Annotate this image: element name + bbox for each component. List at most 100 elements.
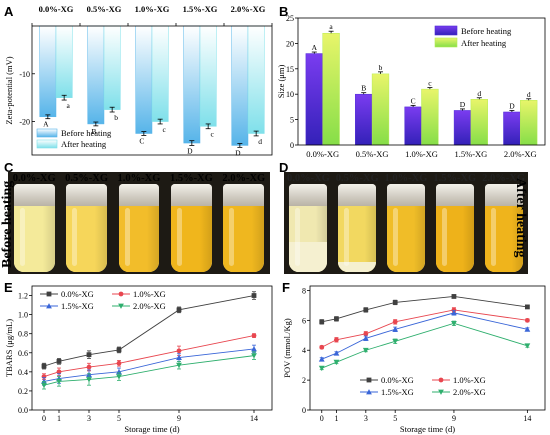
category-label-b-2: 1.0%-XG [405, 149, 438, 159]
tube-glare [72, 208, 78, 266]
sig-letter-b: b [379, 63, 383, 72]
tube-cap [13, 184, 55, 206]
tube-glare [176, 208, 182, 266]
bar-b-after-3 [470, 99, 488, 146]
series-line-f-0 [321, 296, 528, 323]
xtick-label-f: 5 [393, 414, 397, 423]
legend-swatch-b-0 [434, 25, 458, 36]
tube-emulsion [386, 206, 426, 272]
ytick-label-b: 0 [290, 141, 294, 150]
plot-frame-e [31, 285, 273, 411]
series-line-f-1 [321, 309, 528, 348]
tube-glare [19, 208, 25, 266]
point-f-0-0 [319, 319, 325, 325]
bar-b-after-4 [520, 100, 538, 146]
chart-a: Aa 0.0%-XG Bb 0.5%-XG Cc 1.0%-XG Dc 1.5%-XG Dd 2.… [4, 4, 273, 157]
ytick-label-e: 0.2 [18, 387, 28, 396]
tube-emulsion [13, 206, 55, 272]
chart-b: Aa 0.0%-XG Bb 0.5%-XG Cc 1.0%-XG Dd 1.5%-XG Dd 2.… [276, 14, 546, 159]
sig-letter-b: d [527, 90, 531, 99]
point-e-1-5 [251, 333, 257, 338]
point-e-0-3 [116, 347, 122, 353]
ytick-label-e: 0.8 [18, 330, 28, 339]
point-f-2-0 [318, 356, 325, 362]
point-f-2-4 [451, 309, 457, 316]
xtick-label-e: 3 [87, 414, 91, 423]
point-e-0-1 [56, 358, 62, 364]
xtick-label-f: 14 [523, 414, 531, 423]
point-e-3-1 [56, 378, 62, 385]
point-e-3-5 [251, 353, 257, 359]
ytick-label-f: 0 [302, 406, 306, 415]
legend-label-f-3: 2.0%-XG [453, 387, 486, 397]
tube-label-3: 1.5%-XG [433, 173, 477, 184]
bar-a-before-1 [87, 25, 105, 125]
point-f-2-3 [392, 326, 399, 332]
point-f-2-5 [524, 326, 531, 332]
point-f-0-2 [363, 307, 369, 313]
bar-b-before-0 [305, 53, 323, 146]
photo-after-heating: 0.0%-XG 0.5%-XG 1.0%-XG 1.5%-XG 2.0%-XG [284, 172, 528, 274]
photo-before-heating: 0.0%-XG 0.5%-XG 1.0%-XG 1.5%-XG 2.0%-XG [8, 172, 270, 274]
legend-label-f-2: 1.5%-XG [381, 387, 414, 397]
point-e-0-4 [176, 307, 182, 313]
panel-letter-d: D [279, 160, 289, 175]
tube-glare [124, 208, 130, 266]
bar-a-before-2 [135, 25, 153, 134]
bar-b-before-4 [503, 111, 521, 146]
ytick-label-e: 0.4 [18, 368, 28, 377]
ytick-label-a: -20 [19, 118, 30, 127]
tube-0 [289, 184, 328, 272]
bar-a-before-4 [231, 25, 249, 146]
legend-marker-e-2 [46, 303, 52, 309]
bar-a-before-0 [39, 25, 57, 118]
sig-letter-b: a [329, 22, 333, 31]
point-f-0-5 [524, 304, 530, 310]
series-line-f-2 [321, 312, 528, 360]
tube-label-3: 1.5%-XG [169, 173, 213, 184]
tube-cap [118, 184, 160, 206]
tube-label-1: 0.5%-XG [335, 173, 379, 184]
bar-b-after-2 [421, 88, 439, 146]
point-f-3-5 [524, 343, 531, 349]
tube-cap [484, 184, 523, 206]
ytick-label-a: -10 [19, 70, 30, 79]
series-line-f-3 [321, 322, 528, 369]
tube-4 [223, 184, 265, 272]
xtick-label-e: 5 [117, 414, 121, 423]
tube-glare [392, 208, 398, 266]
tube-label-4: 2.0%-XG [482, 173, 526, 184]
legend-label-e-3: 2.0%-XG [133, 301, 166, 311]
point-e-3-3 [116, 374, 122, 380]
sig-letter-a: c [162, 125, 166, 134]
sig-letter-a: D [235, 148, 241, 157]
ytick-label-b: 5 [290, 116, 294, 125]
sig-letter-b: A [312, 43, 318, 52]
tube-cap [170, 184, 212, 206]
bar-a-after-1 [103, 25, 121, 110]
category-label-a-2: 1.0%-XG [135, 4, 170, 14]
point-e-2-5 [251, 346, 257, 352]
ytick-label-b: 10 [286, 90, 294, 99]
legend-marker-f-3 [438, 389, 444, 395]
point-f-2-2 [362, 335, 369, 341]
tube-2 [118, 184, 160, 272]
legend-label-b-1: After heating [461, 38, 507, 48]
sig-letter-b: B [361, 84, 366, 93]
point-f-1-4 [451, 307, 457, 313]
plot-frame-b [297, 17, 546, 146]
tube-3 [435, 184, 474, 272]
point-e-1-2 [86, 364, 92, 370]
ytick-label-b: 15 [286, 65, 294, 74]
tube-label-2: 1.0%-XG [384, 173, 428, 184]
tube-label-2: 1.0%-XG [117, 173, 161, 184]
sig-letter-b: C [411, 96, 416, 105]
tube-3 [170, 184, 212, 272]
xtick-label-f: 3 [364, 414, 368, 423]
bar-b-after-0 [322, 32, 340, 146]
ytick-label-f: 8 [302, 286, 306, 295]
ytick-label-e: 1.2 [18, 292, 28, 301]
point-e-1-1 [56, 369, 62, 375]
sig-letter-a: D [187, 146, 193, 155]
